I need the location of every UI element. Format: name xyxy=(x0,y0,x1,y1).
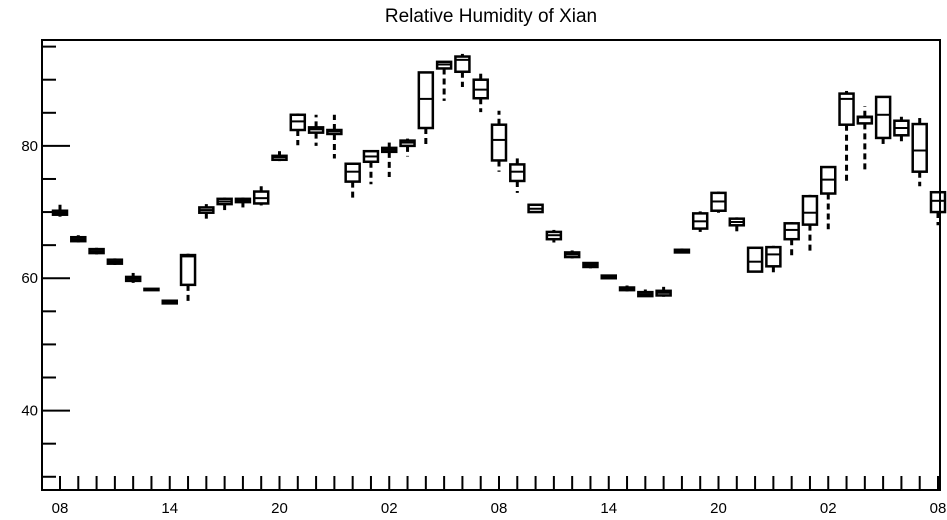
box-item xyxy=(106,258,124,265)
box-iqr xyxy=(765,245,782,268)
box-item xyxy=(655,286,672,297)
box-iqr xyxy=(911,122,928,173)
y-tick-label: 60 xyxy=(21,270,38,287)
box-iqr xyxy=(783,222,800,241)
box-item xyxy=(527,203,544,214)
box-iqr xyxy=(417,71,435,130)
x-tick-label: 08 xyxy=(52,500,69,517)
box-item xyxy=(783,221,800,259)
box-item xyxy=(490,110,508,172)
box-item xyxy=(637,289,654,298)
box-item xyxy=(234,197,252,208)
x-tick-label: 08 xyxy=(491,500,508,517)
y-tick-label: 40 xyxy=(21,403,38,420)
box-item xyxy=(344,162,361,199)
box-item xyxy=(472,69,489,113)
box-item xyxy=(893,116,910,142)
box-iqr xyxy=(874,95,892,140)
box-item xyxy=(326,114,343,159)
box-iqr xyxy=(746,246,764,273)
box-item xyxy=(143,287,160,292)
box-item xyxy=(362,149,380,185)
box-item xyxy=(381,142,398,177)
x-tick-label: 14 xyxy=(161,500,178,517)
box-item xyxy=(820,165,837,230)
box-item xyxy=(198,204,215,219)
box-item xyxy=(252,186,270,206)
box-item xyxy=(417,71,435,148)
box-item xyxy=(51,204,69,217)
x-tick-label: 20 xyxy=(710,500,727,517)
box-item xyxy=(710,191,727,213)
box-item xyxy=(216,197,233,211)
box-item xyxy=(124,272,142,283)
box-item xyxy=(746,246,764,273)
box-iqr xyxy=(454,55,471,74)
chart-title: Relative Humidity of Xian xyxy=(385,6,597,27)
box-iqr xyxy=(801,194,819,226)
x-tick-label: 14 xyxy=(600,500,617,517)
x-tick-label: 02 xyxy=(381,500,398,517)
box-item xyxy=(801,194,819,254)
box-item xyxy=(70,235,87,243)
box-item xyxy=(179,253,197,302)
box-item xyxy=(289,113,307,146)
box-item xyxy=(545,229,563,243)
box-item xyxy=(728,217,746,232)
box-item xyxy=(765,245,782,273)
box-item xyxy=(673,248,691,254)
box-item xyxy=(691,211,709,232)
box-item xyxy=(435,60,453,101)
x-tick-label: 20 xyxy=(271,500,288,517)
box-item xyxy=(874,95,892,146)
box-item xyxy=(911,116,928,187)
box-iqr xyxy=(929,190,947,214)
box-iqr xyxy=(838,92,855,126)
plot-frame xyxy=(41,39,941,491)
box-series xyxy=(51,53,947,305)
x-tick-label: 08 xyxy=(930,500,947,517)
box-item xyxy=(856,106,874,173)
box-item xyxy=(582,261,599,269)
axes: 40 60 80 08 14 20 02 08 14 20 02 08 xyxy=(21,45,947,517)
box-item xyxy=(88,247,105,255)
box-item xyxy=(307,114,325,146)
box-item xyxy=(929,190,947,226)
box-item xyxy=(454,53,471,87)
box-item xyxy=(838,90,855,185)
box-iqr xyxy=(179,253,197,287)
x-tick-label: 02 xyxy=(820,500,837,517)
box-item xyxy=(563,250,581,259)
y-tick-label: 80 xyxy=(21,138,38,155)
box-item xyxy=(618,285,636,292)
box-item xyxy=(600,274,617,280)
box-item xyxy=(509,156,526,193)
box-iqr xyxy=(490,123,508,162)
box-item xyxy=(161,299,178,305)
box-item xyxy=(271,151,288,162)
box-item xyxy=(399,138,416,157)
